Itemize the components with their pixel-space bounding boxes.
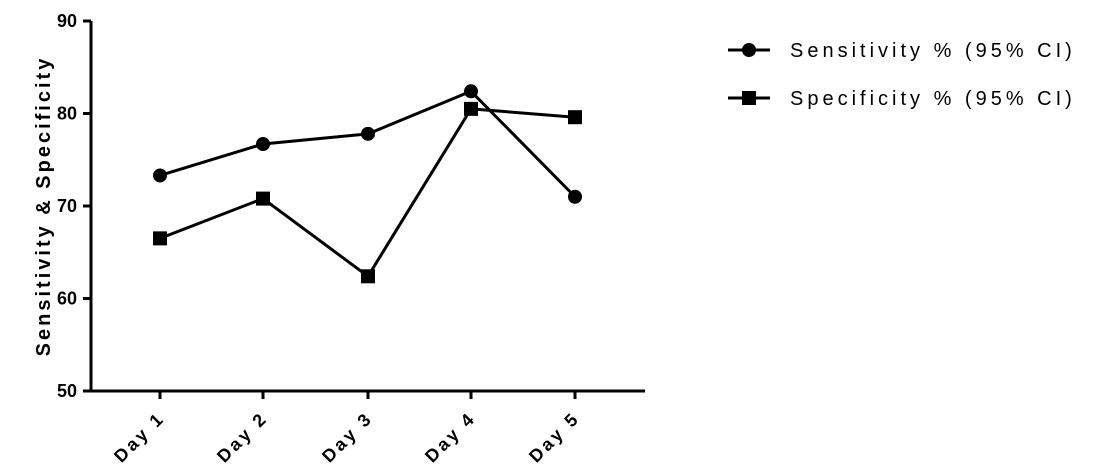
data-point-square <box>464 101 478 116</box>
x-tick-label: Day 5 <box>525 408 584 467</box>
data-point-circle <box>464 84 478 99</box>
data-point-square <box>361 269 375 284</box>
x-tick-label: Day 1 <box>110 408 169 467</box>
y-tick-label: 60 <box>57 289 77 309</box>
legend-marker-circle <box>742 43 756 57</box>
data-point-circle <box>153 168 167 183</box>
series-specificity <box>153 101 582 284</box>
data-point-circle <box>361 126 375 141</box>
axes <box>89 21 645 393</box>
x-tick-label: Day 3 <box>318 408 377 467</box>
legend-label: Specificity % (95% CI) <box>790 88 1076 110</box>
series-layer <box>153 84 582 284</box>
y-tick-label: 90 <box>57 11 77 31</box>
x-axis-ticks: Day 1 Day 2 Day 3 Day 4 Day 5 <box>110 391 584 466</box>
data-point-square <box>153 231 167 246</box>
y-tick-label: 50 <box>57 381 77 401</box>
y-axis-title-group: Sensitivity & Specificity <box>33 56 55 357</box>
legend: Sensitivity % (95% CI) Specificity % (95%… <box>728 40 1076 110</box>
data-point-square <box>256 191 270 206</box>
legend-item-sensitivity: Sensitivity % (95% CI) <box>728 40 1076 62</box>
y-axis-title: Sensitivity & Specificity <box>33 56 55 357</box>
legend-label: Sensitivity % (95% CI) <box>790 40 1076 62</box>
x-tick-label: Day 4 <box>421 408 480 467</box>
legend-item-specificity: Specificity % (95% CI) <box>728 88 1076 110</box>
data-point-circle <box>568 189 582 204</box>
legend-marker-square <box>742 91 756 105</box>
series-sensitivity <box>153 84 582 204</box>
y-axis-ticks: 50 60 70 80 90 <box>57 11 91 401</box>
x-tick-label: Day 2 <box>213 408 272 467</box>
y-tick-label: 70 <box>57 196 77 216</box>
data-point-square <box>568 110 582 125</box>
series-line-sensitivity <box>159 89 577 198</box>
data-point-circle <box>256 137 270 152</box>
y-tick-label: 80 <box>57 104 77 124</box>
